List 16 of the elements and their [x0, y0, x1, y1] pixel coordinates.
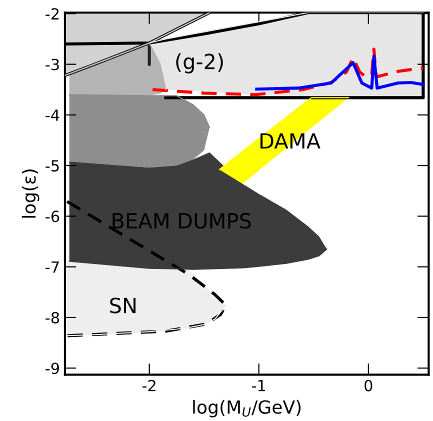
annotation: BEAM DUMPS — [112, 212, 251, 229]
y-tick-label: -6 — [46, 210, 60, 222]
y-tick-label: -8 — [46, 312, 60, 324]
y-tick-label: -2 — [46, 8, 59, 20]
x-tick-label: -2 — [142, 380, 156, 392]
x-axis-title: log(M$_{U}$/GeV) — [193, 400, 301, 418]
y-axis-title: log(ε) — [22, 170, 40, 218]
x-tick-label: -1 — [252, 380, 266, 392]
x-tick-label: 0 — [364, 380, 372, 392]
annotation: SN — [110, 298, 136, 314]
y-tick-label: -7 — [46, 261, 59, 273]
y-tick-label: -5 — [46, 160, 59, 172]
y-tick-label: -9 — [46, 362, 60, 374]
y-tick-label: -3 — [46, 58, 59, 70]
y-tick-label: -4 — [46, 110, 60, 121]
annotation: (g-2) — [176, 53, 223, 74]
